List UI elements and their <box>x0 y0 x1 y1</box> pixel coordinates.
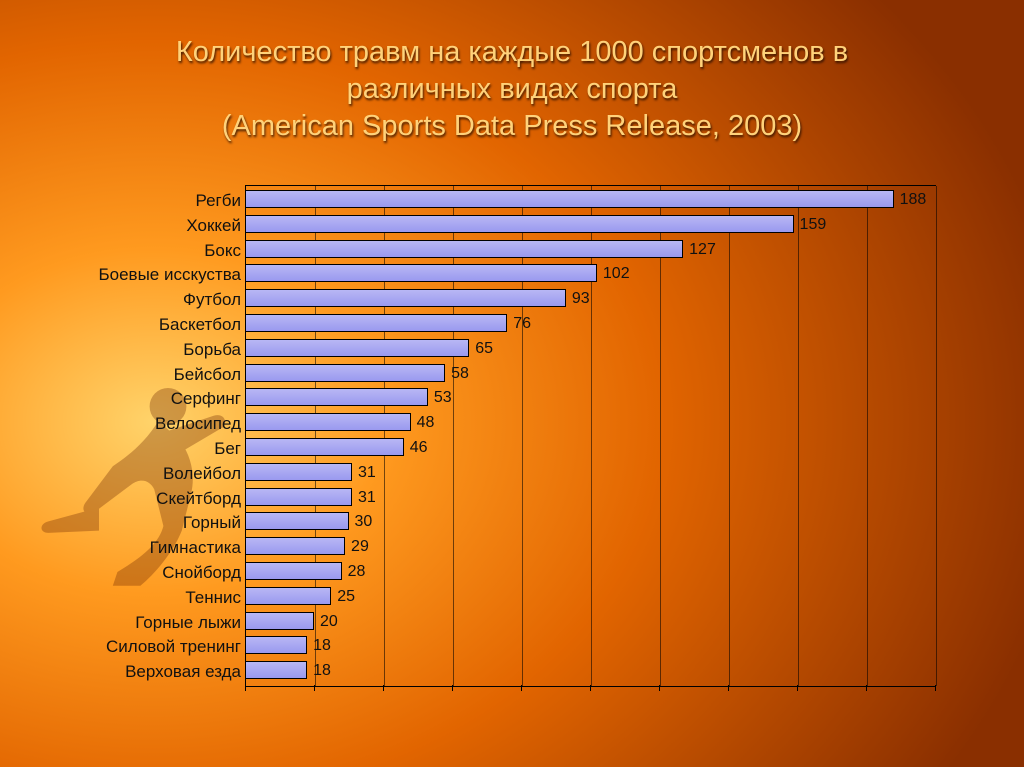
category-label: Футбол <box>183 290 241 310</box>
x-tick <box>452 685 453 691</box>
category-label: Горные лыжи <box>135 613 241 633</box>
value-label: 93 <box>572 290 590 308</box>
x-tick <box>728 685 729 691</box>
bar <box>245 215 794 233</box>
bar <box>245 240 683 258</box>
value-label: 53 <box>434 389 452 407</box>
category-label: Бокс <box>204 241 241 261</box>
value-label: 102 <box>603 265 630 283</box>
slide-title: Количество травм на каждые 1000 спортсме… <box>80 34 944 145</box>
value-label: 25 <box>337 588 355 606</box>
gridline <box>591 186 592 686</box>
category-label: Гимнастика <box>150 538 241 558</box>
bar <box>245 488 352 506</box>
title-line-2: различных видах спорта <box>347 73 678 105</box>
value-label: 159 <box>800 216 827 234</box>
bar <box>245 587 331 605</box>
category-label: Баскетбол <box>159 315 241 335</box>
bar <box>245 289 566 307</box>
bar <box>245 661 307 679</box>
value-label: 30 <box>355 513 373 531</box>
gridline <box>384 186 385 686</box>
value-label: 46 <box>410 439 428 457</box>
gridline <box>729 186 730 686</box>
value-label: 31 <box>358 464 376 482</box>
category-label: Серфинг <box>171 389 241 409</box>
gridline <box>660 186 661 686</box>
bar <box>245 388 428 406</box>
gridline <box>798 186 799 686</box>
gridline <box>315 186 316 686</box>
category-label: Верховая езда <box>125 662 241 682</box>
gridline <box>936 186 937 686</box>
value-label: 188 <box>900 191 927 209</box>
value-label: 18 <box>313 637 331 655</box>
category-label: Снойборд <box>162 563 241 583</box>
value-label: 31 <box>358 489 376 507</box>
category-label: Теннис <box>185 588 241 608</box>
category-label: Боевые исскуства <box>98 265 241 285</box>
bar <box>245 364 445 382</box>
x-tick <box>383 685 384 691</box>
bar <box>245 612 314 630</box>
bar <box>245 537 345 555</box>
bar <box>245 636 307 654</box>
title-line-1: Количество травм на каждые 1000 спортсме… <box>176 36 848 68</box>
bar <box>245 463 352 481</box>
bar <box>245 413 411 431</box>
category-label: Бег <box>214 439 241 459</box>
value-label: 76 <box>513 315 531 333</box>
x-tick <box>935 685 936 691</box>
gridline <box>453 186 454 686</box>
bar <box>245 512 349 530</box>
plot-region <box>245 185 936 687</box>
title-line-3: (American Sports Data Press Release, 200… <box>222 110 802 142</box>
x-tick <box>590 685 591 691</box>
x-tick <box>866 685 867 691</box>
injuries-chart: Регби 188 Хоккей 159 Бокс 127 Боевые исскуства… <box>55 185 955 690</box>
value-label: 18 <box>313 662 331 680</box>
value-label: 127 <box>689 241 716 259</box>
category-label: Борьба <box>183 340 241 360</box>
x-tick <box>797 685 798 691</box>
value-label: 28 <box>348 563 366 581</box>
bar <box>245 562 342 580</box>
category-label: Силовой тренинг <box>106 637 241 657</box>
category-label: Горный <box>183 513 241 533</box>
slide: Количество травм на каждые 1000 спортсме… <box>0 0 1024 767</box>
bar <box>245 190 894 208</box>
x-tick <box>659 685 660 691</box>
value-label: 58 <box>451 365 469 383</box>
category-label: Скейтборд <box>156 489 241 509</box>
x-tick <box>521 685 522 691</box>
x-tick <box>314 685 315 691</box>
value-label: 48 <box>417 414 435 432</box>
bar <box>245 264 597 282</box>
value-label: 65 <box>475 340 493 358</box>
category-label: Регби <box>196 191 241 211</box>
bar <box>245 438 404 456</box>
bar <box>245 339 469 357</box>
category-label: Хоккей <box>186 216 241 236</box>
gridline <box>867 186 868 686</box>
bar <box>245 314 507 332</box>
category-label: Волейбол <box>163 464 241 484</box>
category-label: Бейсбол <box>174 365 241 385</box>
value-label: 20 <box>320 613 338 631</box>
category-label: Велосипед <box>155 414 241 434</box>
value-label: 29 <box>351 538 369 556</box>
gridline <box>522 186 523 686</box>
x-tick <box>245 685 246 691</box>
